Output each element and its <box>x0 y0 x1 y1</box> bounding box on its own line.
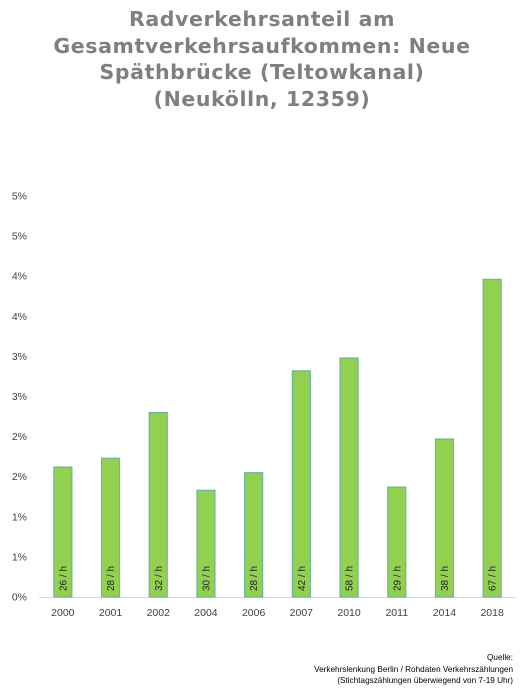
bar-data-label: 32 / h <box>154 566 165 591</box>
chart-title-line: Radverkehrsanteil am <box>128 7 396 31</box>
x-tick-label: 2000 <box>51 607 75 619</box>
x-tick-label: 2010 <box>337 607 361 619</box>
bar-data-label: 30 / h <box>201 566 212 591</box>
source-line: Verkehrslenkung Berlin / Rohdaten Verkeh… <box>314 664 513 674</box>
x-tick-label: 2007 <box>290 607 314 619</box>
bar <box>53 466 73 598</box>
y-tick-label: 2% <box>12 471 27 483</box>
chart-title-line: Späthbrücke (Teltowkanal) <box>99 60 425 84</box>
bar <box>387 486 407 598</box>
bar-data-label: 67 / h <box>488 566 499 591</box>
y-tick-label: 1% <box>12 551 27 563</box>
y-tick-label: 4% <box>12 271 27 283</box>
chart-title-line: (Neukölln, 12359) <box>153 86 371 111</box>
y-tick-label: 0% <box>12 592 27 604</box>
y-tick-label: 1% <box>12 511 27 523</box>
bar <box>100 457 121 598</box>
bar <box>196 489 216 598</box>
x-tick-label: 2001 <box>99 607 123 619</box>
bar <box>148 411 168 598</box>
bar <box>244 472 264 598</box>
chart-title-line: Gesamtverkehrsaufkommen: Neue <box>53 33 471 58</box>
bar <box>482 278 502 598</box>
x-tick-label: 2014 <box>433 607 457 619</box>
chart-title: Radverkehrsanteil am Gesamtverkehrsaufko… <box>0 6 524 112</box>
bar <box>434 438 455 598</box>
bar-data-label: 58 / h <box>345 566 356 591</box>
x-tick-label: 2006 <box>242 607 266 619</box>
x-tick-label: 2002 <box>147 607 171 619</box>
x-tick-label: 2018 <box>480 607 504 619</box>
y-tick-label: 3% <box>12 391 27 403</box>
bar-data-label: 28 / h <box>106 566 117 591</box>
x-tick-label: 2011 <box>385 607 408 619</box>
source-line: (Stichtagszählungen überwiegend von 7-19… <box>337 676 513 685</box>
bar-data-label: 26 / h <box>58 566 69 591</box>
bar-data-label: 42 / h <box>297 566 308 591</box>
y-tick-label: 4% <box>12 311 27 323</box>
y-tick-label: 3% <box>12 351 27 363</box>
y-tick-label: 2% <box>12 431 27 443</box>
y-tick-label: 5% <box>12 231 27 243</box>
bar-data-label: 29 / h <box>392 566 403 591</box>
bar-data-label: 28 / h <box>249 566 260 591</box>
source-line: Quelle: <box>487 653 513 662</box>
bar <box>291 370 311 598</box>
bar <box>339 357 359 598</box>
x-tick-label: 2004 <box>194 607 218 619</box>
y-tick-label: 5% <box>12 191 27 203</box>
bar-data-label: 38 / h <box>440 566 451 591</box>
source-note: Quelle: Verkehrslenkung Berlin / Rohdate… <box>314 652 513 687</box>
